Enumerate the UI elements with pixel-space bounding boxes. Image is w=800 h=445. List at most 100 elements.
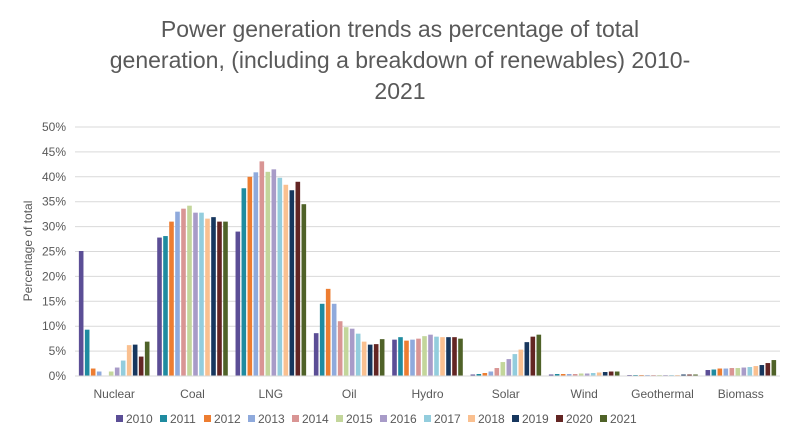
legend-swatch: [380, 415, 387, 422]
bar-hydro-2013: [410, 339, 415, 376]
bar-wind-2013: [566, 374, 572, 376]
bar-nuclear-2011: [84, 329, 90, 376]
bar-wind-2015: [578, 373, 584, 376]
legend-swatch: [336, 415, 343, 422]
bar-oil-2018: [361, 341, 367, 376]
bar-coal-2013: [175, 211, 180, 376]
bar-wind-2017: [590, 373, 596, 376]
bar-coal-2012: [169, 221, 174, 376]
bars: [78, 161, 777, 376]
bar-nuclear-2021: [144, 341, 150, 376]
bar-solar-2013: [488, 371, 494, 376]
bar-biomass-2012: [717, 368, 723, 376]
bar-biomass-2017: [747, 367, 753, 376]
legend-swatch: [512, 415, 519, 422]
gridlines: [75, 126, 780, 352]
bar-biomass-2011: [711, 369, 717, 376]
legend-swatch: [204, 415, 211, 422]
legend-label: 2019: [522, 412, 549, 426]
bar-biomass-2019: [759, 365, 765, 376]
y-tick-label: 10%: [42, 319, 66, 333]
bar-coal-2014: [181, 208, 186, 376]
bar-oil-2010: [313, 333, 319, 376]
x-category-label: Solar: [492, 387, 520, 401]
bar-nuclear-2010: [78, 251, 84, 376]
chart-title: Power generation trends as percentage of…: [110, 16, 690, 104]
bar-biomass-2013: [723, 368, 729, 376]
bar-nuclear-2020: [138, 356, 144, 376]
x-category-label: Nuclear: [94, 387, 135, 401]
bar-lng-2020: [295, 181, 301, 376]
bar-lng-2014: [259, 161, 265, 376]
legend-label: 2010: [126, 412, 153, 426]
bar-oil-2021: [379, 339, 385, 376]
bar-solar-2018: [518, 349, 524, 376]
y-tick-label: 20%: [42, 269, 66, 283]
bar-solar-2020: [530, 336, 536, 376]
x-category-label: Coal: [180, 387, 205, 401]
bar-geothermal-2019: [681, 374, 686, 376]
bar-hydro-2016: [428, 334, 433, 376]
bar-hydro-2014: [416, 338, 421, 376]
legend-label: 2021: [610, 412, 637, 426]
bar-coal-2020: [217, 221, 222, 376]
bar-oil-2019: [367, 344, 373, 376]
bar-oil-2016: [349, 328, 355, 376]
bar-oil-2020: [373, 344, 379, 376]
y-tick-label: 50%: [42, 120, 66, 134]
legend: 2010 2011 2012 2013 2014 2015 2016 2017 2018 2019…: [116, 412, 637, 426]
bar-coal-2017: [199, 212, 204, 376]
x-category-label: Oil: [342, 387, 357, 401]
bar-lng-2011: [241, 188, 247, 376]
y-tick-label: 25%: [42, 245, 66, 259]
bar-wind-2014: [572, 374, 578, 376]
bar-wind-2020: [608, 371, 614, 376]
bar-oil-2017: [355, 333, 361, 376]
y-tick-label: 0%: [49, 369, 67, 383]
legend-swatch: [116, 415, 123, 422]
legend-label: 2011: [170, 412, 196, 426]
legend-label: 2012: [214, 412, 241, 426]
bar-hydro-2020: [452, 337, 457, 376]
chart-title-line: 2021: [374, 78, 425, 104]
y-tick-label: 30%: [42, 220, 66, 234]
bar-oil-2012: [325, 288, 331, 376]
bar-coal-2018: [205, 218, 210, 376]
bar-coal-2021: [223, 221, 228, 376]
bar-solar-2012: [482, 373, 488, 376]
bar-lng-2013: [253, 172, 259, 376]
y-tick-label: 15%: [42, 294, 66, 308]
legend-swatch: [160, 415, 167, 422]
bar-biomass-2020: [765, 363, 771, 376]
bar-oil-2013: [331, 303, 337, 376]
bar-hydro-2019: [446, 337, 451, 376]
bar-wind-2018: [596, 372, 602, 376]
bar-wind-2021: [614, 371, 620, 376]
bar-coal-2011: [163, 236, 168, 376]
y-tick-label: 35%: [42, 195, 66, 209]
legend-label: 2018: [478, 412, 505, 426]
legend-label: 2017: [434, 412, 461, 426]
y-tick-label: 5%: [49, 344, 67, 358]
bar-lng-2016: [271, 169, 277, 376]
bar-lng-2015: [265, 171, 271, 376]
x-category-label: Wind: [571, 387, 598, 401]
bar-lng-2010: [235, 231, 241, 376]
legend-swatch: [468, 415, 475, 422]
x-category-label: Hydro: [411, 387, 443, 401]
y-tick-label: 45%: [42, 145, 66, 159]
bar-nuclear-2016: [114, 367, 120, 376]
legend-label: 2014: [302, 412, 329, 426]
bar-wind-2019: [602, 372, 608, 376]
legend-swatch: [292, 415, 299, 422]
bar-lng-2021: [301, 204, 307, 376]
x-axis-categories: Nuclear Coal LNG Oil Hydro Solar Wind Geotherma…: [94, 387, 764, 401]
bar-solar-2014: [494, 368, 500, 376]
chart-title-line: Power generation trends as percentage of…: [161, 16, 639, 42]
bar-oil-2011: [319, 303, 325, 376]
bar-lng-2018: [283, 184, 289, 376]
y-axis-title: Percentage of total: [21, 201, 35, 302]
x-category-label: LNG: [258, 387, 283, 401]
legend-label: 2016: [390, 412, 417, 426]
